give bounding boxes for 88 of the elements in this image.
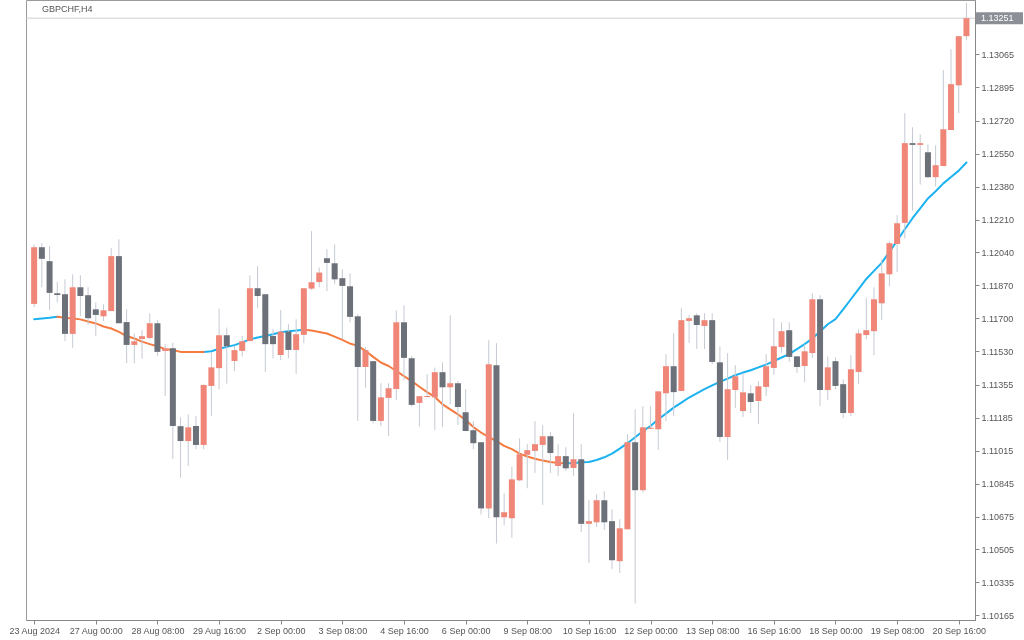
- candlestick: [593, 493, 600, 528]
- candlestick: [547, 431, 554, 474]
- x-tick-label: 27 Aug 00:00: [69, 625, 123, 636]
- candlestick: [909, 126, 916, 212]
- y-tick-label: 1.12210: [981, 215, 1015, 226]
- candlestick: [539, 424, 546, 506]
- y-tick-label: 1.12720: [981, 116, 1015, 127]
- candlestick: [38, 242, 45, 288]
- candlestick: [416, 395, 423, 428]
- candlestick: [562, 446, 569, 472]
- ref-line-label: 1.13251: [981, 13, 1014, 24]
- candlestick: [277, 309, 284, 361]
- y-tick-label: 1.12550: [981, 149, 1015, 160]
- candlestick: [693, 312, 700, 350]
- candlestick: [316, 267, 323, 288]
- candlestick: [555, 443, 562, 477]
- y-tick-label: 1.11700: [981, 313, 1014, 324]
- candlestick: [92, 302, 99, 337]
- candlestick: [770, 317, 777, 376]
- y-tick-label: 1.11530: [981, 346, 1014, 357]
- candlestick: [917, 133, 924, 186]
- candlestick: [308, 230, 315, 291]
- chart-title: GBPCHF,H4: [42, 4, 93, 14]
- candlestick: [285, 323, 292, 359]
- x-tick-label: 13 Sep 08:00: [685, 625, 740, 636]
- y-tick-label: 1.11870: [981, 280, 1014, 291]
- candlestick: [824, 356, 831, 401]
- x-tick-label: 23 Aug 2024: [9, 625, 60, 636]
- y-tick-label: 1.13065: [981, 49, 1015, 60]
- y-tick-label: 1.12895: [981, 82, 1015, 93]
- x-tick-label: 16 Sep 16:00: [747, 625, 802, 636]
- x-tick-label: 12 Sep 00:00: [624, 625, 678, 636]
- candlestick: [447, 314, 454, 405]
- candlestick: [139, 329, 146, 360]
- candlestick: [740, 372, 747, 418]
- candlestick: [439, 361, 446, 428]
- y-tick-label: 1.11185: [981, 413, 1013, 424]
- candlestick: [223, 327, 230, 385]
- x-tick-label: 4 Sep 16:00: [380, 625, 429, 636]
- y-tick-label: 1.11015: [981, 446, 1014, 457]
- candlestick: [270, 328, 277, 359]
- candlestick: [531, 420, 538, 474]
- candlestick: [231, 345, 238, 372]
- candlestick: [185, 413, 192, 467]
- x-tick-label: 18 Sep 00:00: [809, 625, 863, 636]
- x-tick-label: 9 Sep 08:00: [503, 625, 553, 636]
- candlestick: [192, 415, 199, 450]
- y-tick-label: 1.12040: [981, 247, 1015, 258]
- candlestick: [778, 321, 785, 354]
- candlestick: [747, 384, 754, 414]
- candlestick: [585, 499, 592, 564]
- x-tick-label: 10 Sep 16:00: [562, 625, 617, 636]
- candlestick: [454, 380, 461, 426]
- candlestick: [601, 490, 608, 531]
- candlestick: [362, 346, 369, 389]
- y-tick-label: 1.12380: [981, 182, 1015, 193]
- x-tick-label: 3 Sep 08:00: [318, 625, 368, 636]
- y-tick-label: 1.10165: [981, 610, 1015, 621]
- candlestick: [131, 333, 138, 364]
- candlestick: [755, 380, 762, 425]
- candlestick: [293, 318, 300, 375]
- candlestick: [54, 281, 61, 304]
- candlestick: [686, 314, 693, 344]
- candlestick: [323, 248, 330, 292]
- candlestick: [424, 373, 431, 398]
- y-tick-label: 1.10505: [981, 544, 1015, 555]
- x-tick-label: 6 Sep 00:00: [441, 625, 491, 636]
- x-tick-label: 29 Aug 16:00: [193, 625, 247, 636]
- y-tick-label: 1.11355: [981, 380, 1014, 391]
- candlestick: [123, 308, 130, 364]
- x-tick-label: 2 Sep 00:00: [256, 625, 306, 636]
- candlestick: [570, 412, 577, 477]
- candlestick: [763, 353, 770, 397]
- y-tick-label: 1.10335: [981, 577, 1015, 588]
- y-tick-label: 1.10845: [981, 479, 1015, 490]
- y-tick-label: 1.10675: [981, 512, 1015, 523]
- candlestick: [894, 214, 901, 273]
- candlestick: [146, 312, 153, 340]
- candlestick: [701, 312, 708, 350]
- x-tick-label: 20 Sep 16:00: [932, 625, 987, 636]
- x-tick-label: 28 Aug 08:00: [131, 625, 185, 636]
- candlestick: [377, 382, 384, 427]
- candlestick: [177, 416, 184, 479]
- candlestick: [501, 492, 508, 526]
- candlestick: [77, 274, 84, 317]
- x-tick-label: 19 Sep 08:00: [870, 625, 925, 636]
- candlestick: [239, 335, 246, 358]
- candlestick: [85, 286, 92, 326]
